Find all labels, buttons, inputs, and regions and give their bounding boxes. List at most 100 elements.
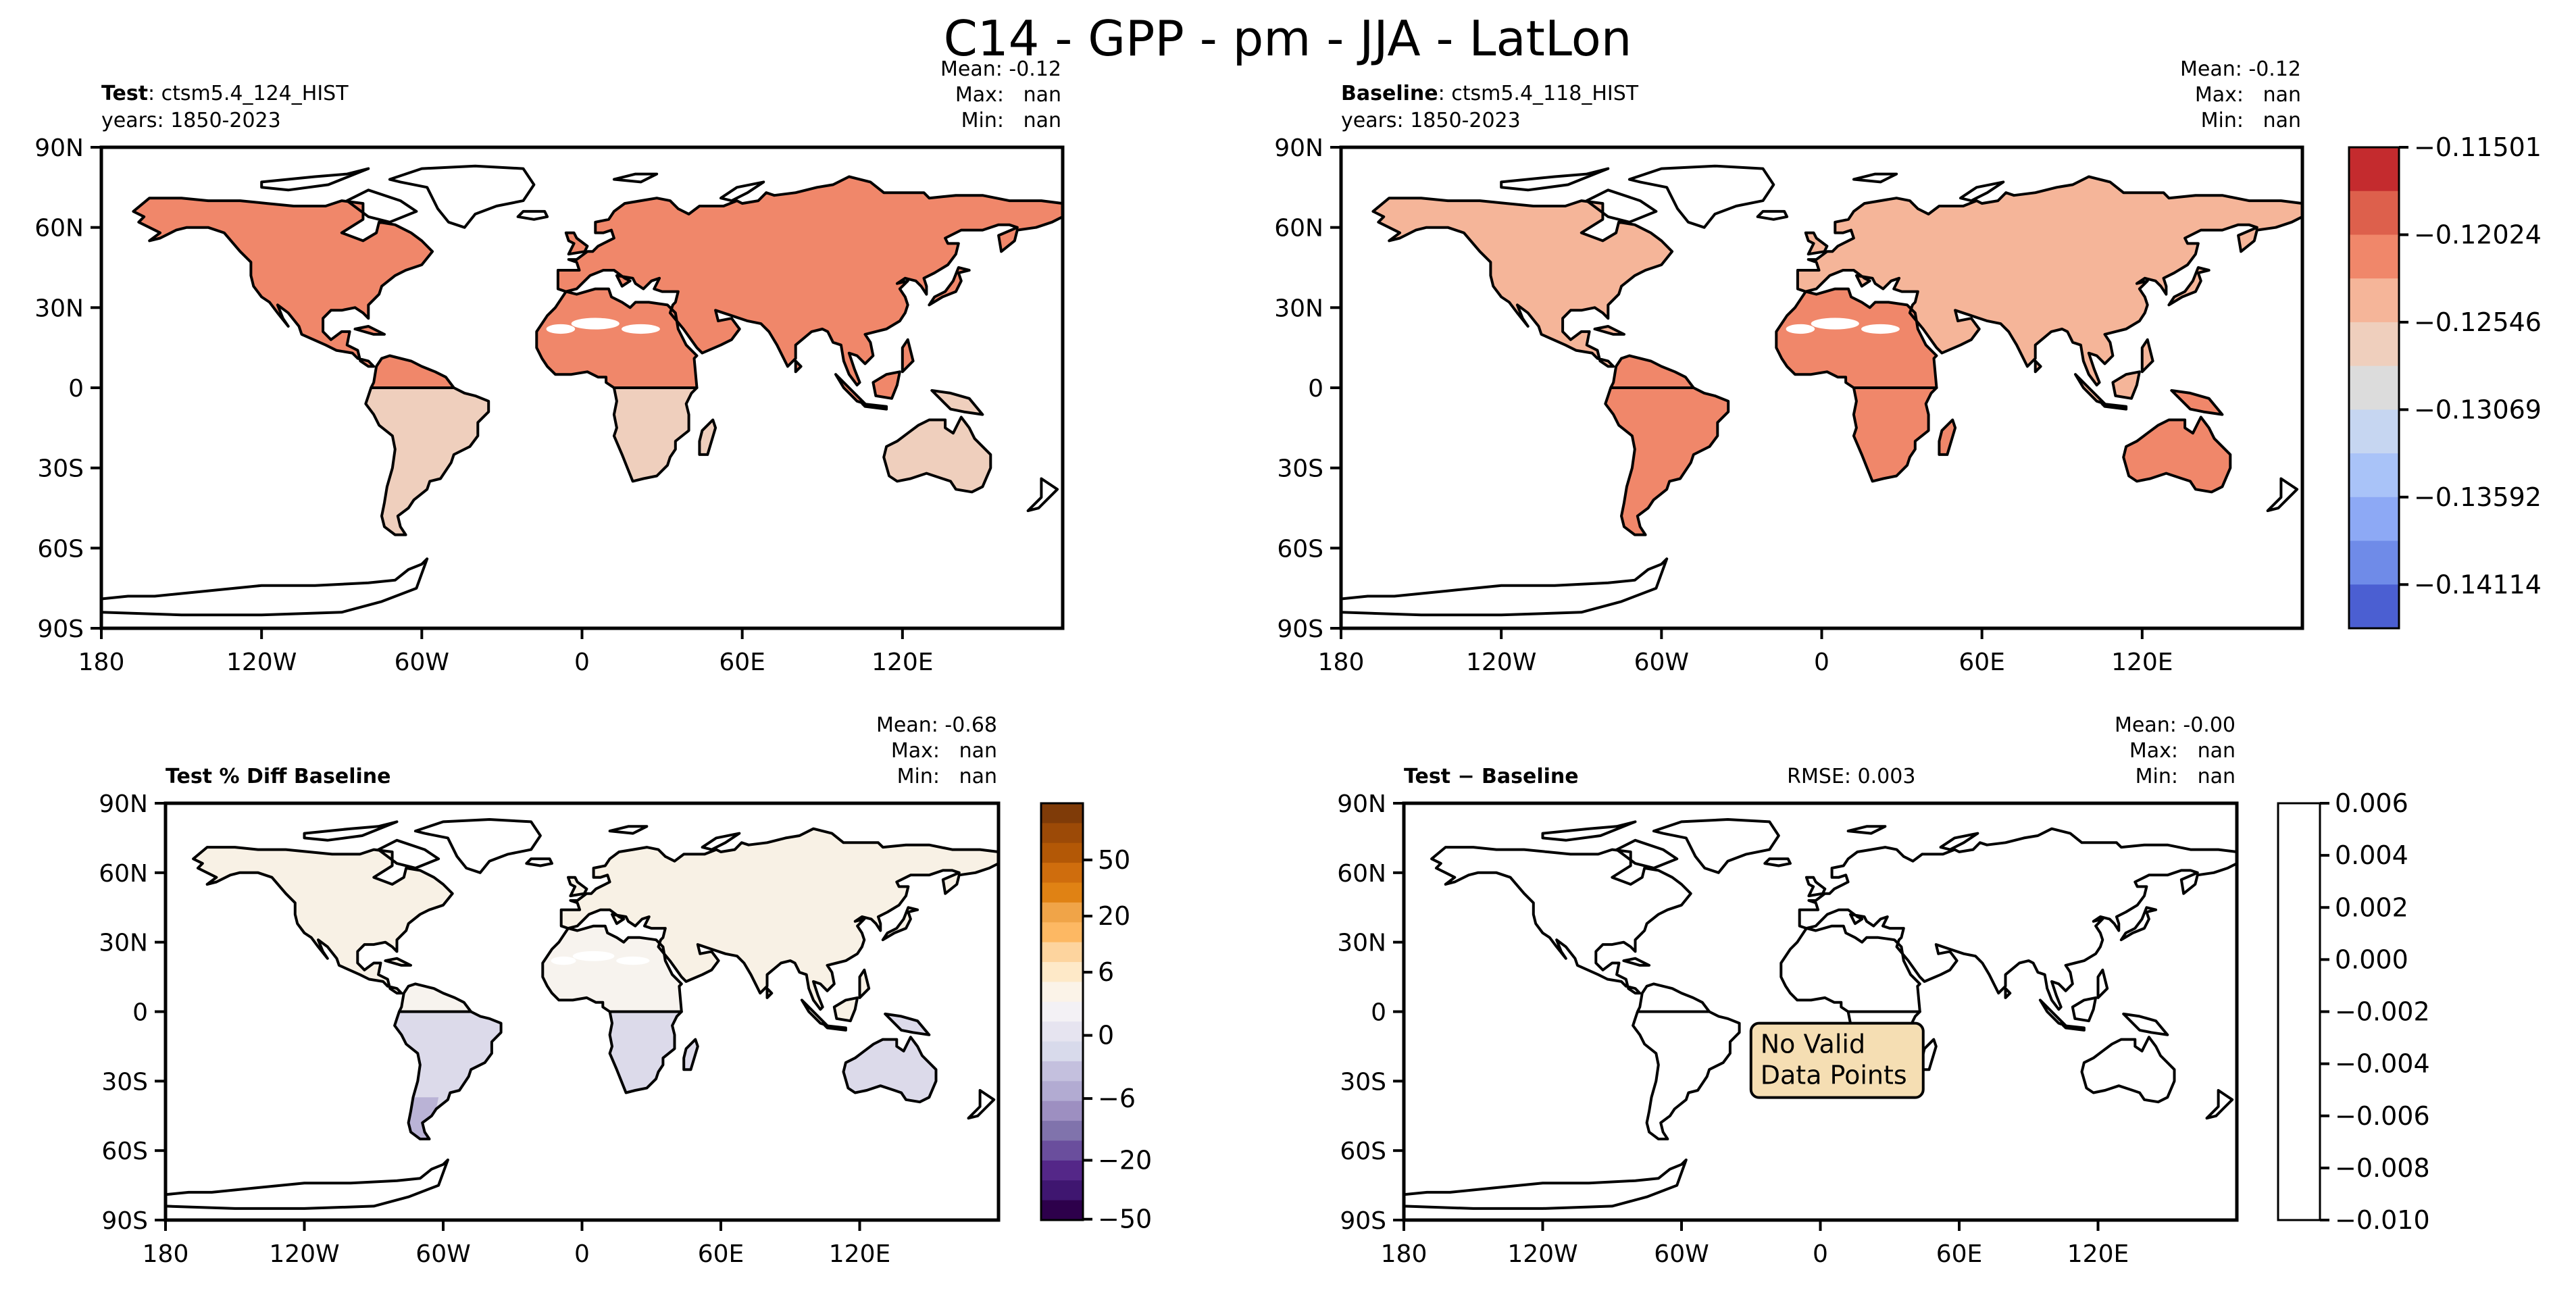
colorbar-segment: [1041, 842, 1083, 863]
colorbar-segment: [1041, 1100, 1083, 1121]
colorbar-segment: [1041, 823, 1083, 844]
x-tick-label: 120W: [226, 649, 297, 676]
coast-greenland-ice: [413, 818, 542, 874]
y-tick-label: 30N: [1274, 295, 1323, 322]
y-tick-label: 0: [1308, 375, 1323, 403]
coast-eurasia: [1798, 827, 2238, 1011]
y-tick-label: 60S: [1340, 1138, 1386, 1165]
panel-title: Test − Baseline: [1404, 765, 1579, 788]
coast-south-america: [1604, 386, 1730, 536]
coast-borneo: [832, 996, 859, 1023]
coast-cuba: [1593, 325, 1625, 336]
coast-baffin: [1585, 188, 1658, 224]
x-tick-label: 180: [1318, 649, 1365, 676]
coast-britain: [1804, 876, 1827, 898]
coast-antarctica: [1340, 557, 1669, 617]
stat-min: Min: nan: [2201, 109, 2301, 132]
coast-south-america: [364, 386, 490, 536]
coast-sri-lanka: [794, 359, 803, 374]
coast-north-america: [132, 197, 434, 368]
island-philippines: [2142, 339, 2153, 372]
region-south-america-north: [371, 355, 454, 388]
coast-sumatra: [2074, 373, 2106, 405]
region-greenland_ice: [389, 166, 534, 228]
colorbar-tick-label: −0.010: [2335, 1205, 2430, 1235]
island-madagascar: [684, 1039, 698, 1070]
coast-sri-lanka: [2004, 987, 2012, 999]
panel-rmse: RMSE: 0.003: [1787, 765, 1915, 788]
island-philippines: [902, 339, 913, 372]
coast-cuba: [384, 957, 412, 967]
coast-japan: [2167, 266, 2211, 307]
region-australia: [2123, 417, 2231, 492]
coast-south-america-north: [370, 354, 455, 389]
coast-sumatra: [834, 373, 867, 405]
x-tick-label: 60W: [1654, 1240, 1709, 1268]
island-new-guinea: [885, 1013, 930, 1035]
coast-south-america: [393, 1010, 503, 1140]
desert-gap: [551, 956, 576, 965]
no-data-text: No Valid: [1761, 1030, 1865, 1059]
island-new-guinea: [932, 390, 983, 415]
coast-new-zealand: [967, 1089, 996, 1120]
coastlines: [100, 164, 1064, 617]
coast-south-america-north: [1636, 982, 1711, 1013]
region-eurasia: [561, 828, 999, 1010]
coast-novaya: [1959, 180, 2005, 203]
colorbar-segment: [1041, 882, 1083, 903]
region-southern_africa: [609, 1011, 682, 1093]
colorbar-tick-label: −0.13069: [2414, 395, 2542, 424]
stat-mean: Mean: -0.12: [2180, 57, 2301, 81]
y-tick-label: 60N: [1274, 215, 1323, 243]
region-south-america-north: [1611, 355, 1694, 388]
coast-antarctica: [164, 1158, 449, 1210]
coast-cuba: [1622, 957, 1651, 967]
colorbar-segment: [2349, 234, 2399, 279]
coast-japan: [881, 906, 919, 942]
colorbar-segment: [2349, 322, 2399, 367]
coast-madagascar: [682, 1038, 699, 1071]
coast-eurasia: [556, 175, 1064, 386]
coast-baffin: [345, 188, 418, 224]
desert-gap: [571, 318, 620, 330]
colorbar-segment: [1041, 1001, 1083, 1022]
land-fills: [193, 828, 999, 1139]
coast-baffin: [1615, 838, 1679, 869]
colorbar-segment: [1041, 1041, 1083, 1062]
stat-mean: Mean: -0.12: [940, 57, 1061, 81]
x-tick-label: 120W: [1507, 1240, 1577, 1268]
y-tick-label: 30S: [1277, 455, 1323, 483]
coast-new-zealand: [2205, 1089, 2234, 1120]
island-new-guinea: [2171, 390, 2223, 415]
colorbar-tick-label: 20: [1098, 901, 1130, 931]
x-tick-label: 180: [1381, 1240, 1428, 1268]
coast-new-guinea: [2122, 1012, 2169, 1036]
x-tick-label: 180: [143, 1240, 189, 1268]
coast-svalbard: [1852, 172, 1898, 184]
coast-iceland: [516, 209, 549, 221]
colorbar-segment: [2349, 453, 2399, 498]
colorbar-segment: [1041, 863, 1083, 884]
colorbar-tick-label: −0.008: [2335, 1153, 2430, 1183]
x-tick-label: 0: [574, 649, 590, 676]
x-tick-label: 0: [1813, 1240, 1828, 1268]
colorbar-segment: [1041, 1021, 1083, 1042]
colorbar-segment: [2278, 803, 2320, 1221]
colorbar-segment: [1041, 1180, 1083, 1201]
desert-gap: [1811, 318, 1859, 330]
y-tick-label: 30N: [34, 295, 84, 322]
colorbar: −0.11501 −0.12024 −0.12546 −0.13069 −0.13592…: [2348, 132, 2542, 630]
coast-arctic-islands: [303, 820, 399, 842]
y-tick-label: 90N: [1274, 134, 1323, 162]
region-south_america: [1605, 388, 1729, 535]
colorbar-tick-label: −50: [1098, 1205, 1152, 1234]
colorbar-segment: [1041, 1081, 1083, 1102]
coast-sri-lanka: [2034, 359, 2042, 374]
coast-australia: [882, 415, 992, 494]
coast-philippines: [901, 338, 915, 374]
y-tick-label: 0: [1371, 999, 1386, 1027]
coast-java: [2100, 402, 2128, 411]
coast-south-america-north: [398, 982, 472, 1013]
y-tick-label: 60N: [99, 860, 148, 888]
y-tick-label: 90S: [1277, 615, 1323, 643]
